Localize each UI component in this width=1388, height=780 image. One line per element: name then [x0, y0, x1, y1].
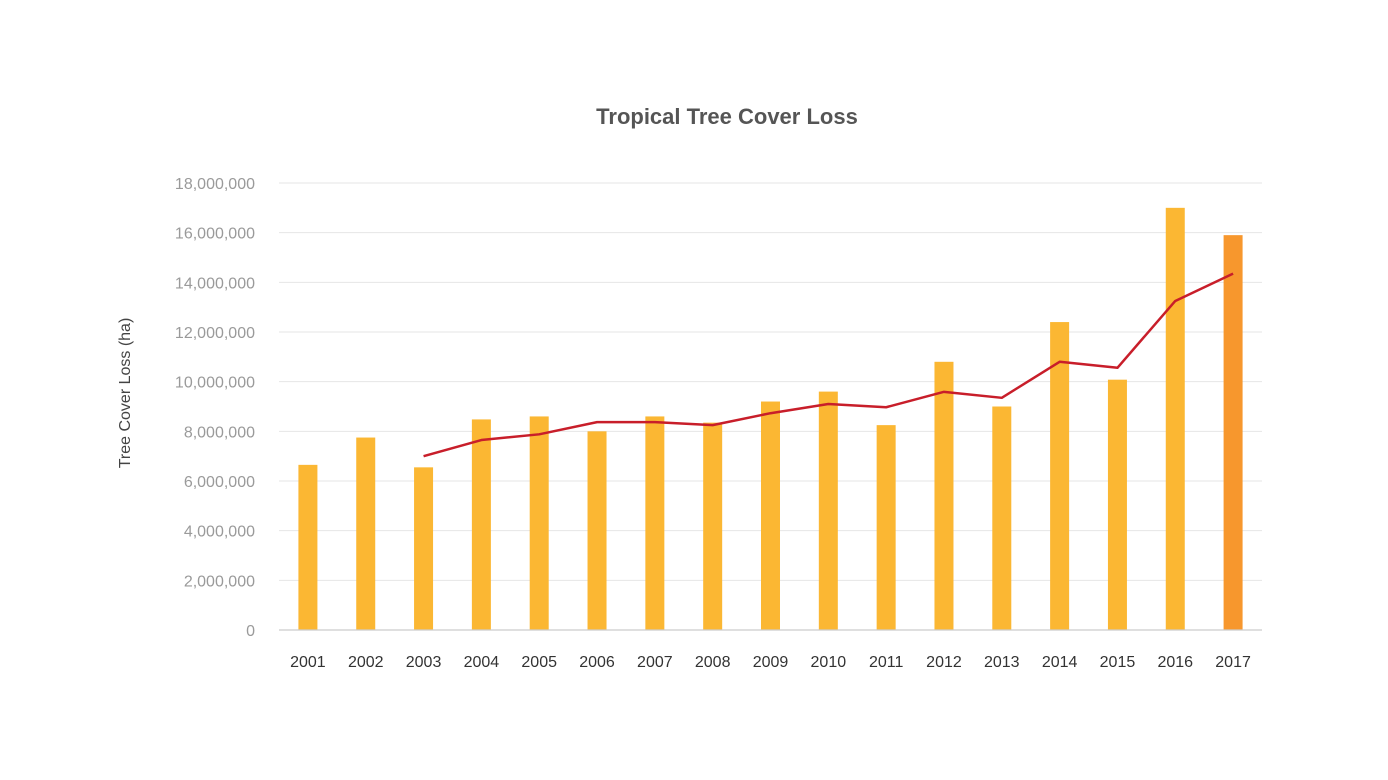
x-tick-label: 2008 — [695, 654, 731, 671]
bar — [992, 406, 1012, 630]
y-tick-label: 18,000,000 — [175, 176, 255, 193]
bar — [1107, 379, 1127, 630]
x-tick-label: 2014 — [1042, 654, 1078, 671]
bar — [356, 437, 376, 630]
bar — [471, 419, 491, 630]
x-tick-label: 2009 — [753, 654, 789, 671]
x-tick-label: 2003 — [406, 654, 442, 671]
chart-title: Tropical Tree Cover Loss — [596, 104, 858, 129]
x-tick-label: 2013 — [984, 654, 1020, 671]
bar — [1223, 235, 1243, 630]
bar — [818, 391, 838, 630]
bar — [645, 416, 665, 630]
bar — [934, 361, 954, 630]
x-tick-label: 2006 — [579, 654, 615, 671]
bar — [587, 431, 607, 630]
x-tick-label: 2010 — [811, 654, 847, 671]
bar — [1165, 207, 1185, 631]
bar-series — [298, 207, 1243, 631]
x-tick-labels: 2001 2002 2003 2004 2005 2006 2007 2008 2009 2010… — [290, 654, 1251, 671]
y-tick-label: 6,000,000 — [184, 474, 255, 491]
bar — [703, 422, 723, 630]
y-tick-label: 2,000,000 — [184, 573, 255, 590]
x-tick-label: 2002 — [348, 654, 384, 671]
bar — [298, 464, 318, 630]
y-tick-label: 8,000,000 — [184, 424, 255, 441]
x-tick-label: 2005 — [521, 654, 557, 671]
x-tick-label: 2004 — [464, 654, 500, 671]
x-tick-label: 2016 — [1157, 654, 1193, 671]
y-tick-label: 14,000,000 — [175, 275, 255, 292]
y-tick-label: 12,000,000 — [175, 325, 255, 342]
bar — [761, 401, 780, 630]
x-tick-label: 2017 — [1215, 654, 1251, 671]
bar — [1050, 322, 1070, 630]
x-tick-label: 2001 — [290, 654, 326, 671]
y-axis-label: Tree Cover Loss (ha) — [117, 318, 134, 469]
y-tick-label: 4,000,000 — [184, 524, 255, 541]
y-tick-label: 0 — [246, 623, 255, 640]
grid-layer — [279, 182, 1262, 581]
y-tick-label: 10,000,000 — [175, 375, 255, 392]
bar — [414, 467, 434, 630]
x-tick-label: 2012 — [926, 654, 962, 671]
bar — [529, 416, 549, 630]
y-tick-labels: 0 2,000,000 4,000,000 6,000,000 8,000,000 10,… — [175, 176, 255, 640]
bar — [876, 425, 896, 630]
x-tick-label: 2011 — [869, 654, 904, 671]
x-tick-label: 2007 — [637, 654, 673, 671]
x-tick-label: 2015 — [1100, 654, 1136, 671]
y-tick-label: 16,000,000 — [175, 226, 255, 243]
series-line — [423, 272, 1234, 458]
line-series — [423, 272, 1234, 458]
